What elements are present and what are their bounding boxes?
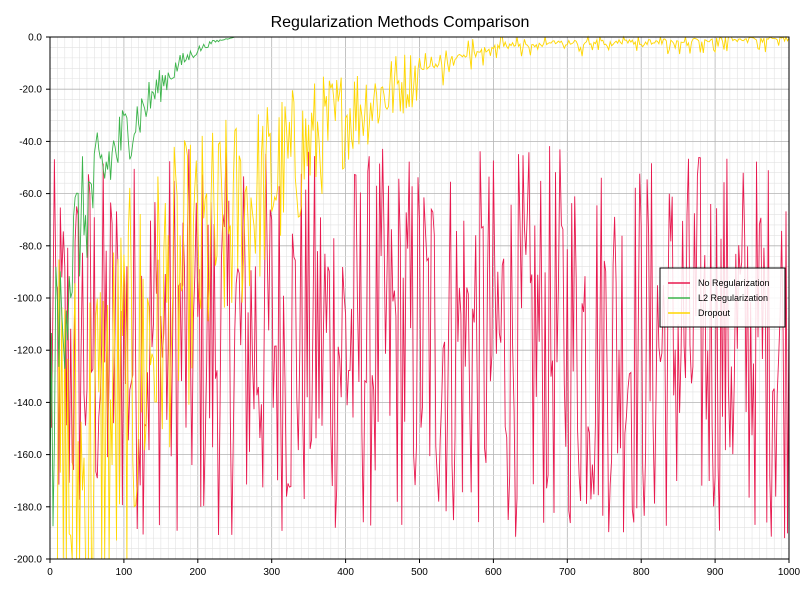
x-tick-label: 700 [559,567,576,578]
y-tick-label: -120.0 [14,346,43,357]
legend-label: L2 Regularization [698,293,768,303]
x-tick-label: 100 [116,567,133,578]
y-tick-label: 0.0 [28,33,42,44]
y-tick-label: -200.0 [14,555,43,566]
axes: 0 100 200 300 400 500 600 700 800 900 1000 0.0 -20.0… [14,33,800,579]
x-tick-label: 0 [47,567,53,578]
y-tick-label: -100.0 [14,294,43,305]
legend: No Regularization L2 Regularization Dropou… [659,267,786,328]
series-line-3 [50,35,790,560]
grid [49,36,790,560]
legend-label: No Regularization [698,278,770,288]
legend-label: Dropout [698,308,731,318]
y-tick-label: -180.0 [14,502,43,513]
y-tick-label: -60.0 [19,189,42,200]
x-tick-label: 300 [263,567,280,578]
chart-title: Regularization Methods Comparison [271,14,530,31]
y-tick-label: -160.0 [14,450,43,461]
x-tick-label: 600 [485,567,502,578]
y-tick-label: -20.0 [19,85,42,96]
x-tick-label: 400 [337,567,354,578]
x-tick-label: 1000 [778,567,800,578]
y-tick-label: -140.0 [14,398,43,409]
x-tick-label: 200 [189,567,206,578]
x-tick-label: 900 [707,567,724,578]
x-tick-label: 800 [633,567,650,578]
y-tick-label: -80.0 [19,241,42,252]
y-tick-label: -40.0 [19,137,42,148]
x-tick-label: 500 [411,567,428,578]
